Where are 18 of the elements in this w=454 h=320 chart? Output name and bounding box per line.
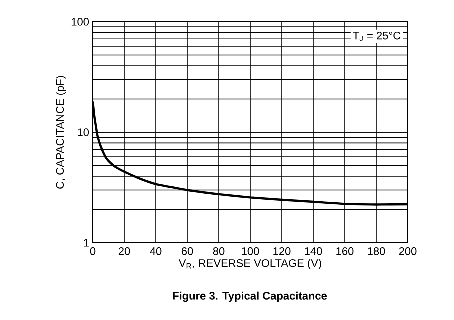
x-tick-label: 80 [213, 248, 225, 256]
x-tick-label: 0 [90, 248, 96, 256]
x-tick-label: 200 [399, 248, 417, 256]
y-tick-label: 100 [72, 18, 90, 26]
x-tick-label: 120 [274, 248, 291, 256]
annotation: T$_{J}$ = 25°C [353, 32, 401, 42]
x-tick-label: 140 [305, 248, 322, 256]
x-axis-title: V$_{R}$, REVERSE VOLTAGE (V) [178, 259, 322, 270]
x-tick-label: 100 [242, 248, 260, 256]
text: Figure 3. Typical Capacitance [173, 292, 328, 302]
x-tick-label: 20 [118, 248, 130, 256]
y-tick-label: 1 [84, 239, 89, 247]
x-tick-label: 60 [182, 248, 194, 256]
x-tick-label: 40 [150, 248, 162, 256]
x-tick-label: 180 [368, 248, 386, 256]
x-tick-label: 160 [336, 248, 354, 256]
y-axis-title: C, CAPACITANCE (pF) [56, 76, 66, 189]
y-tick-label: 10 [78, 128, 90, 136]
